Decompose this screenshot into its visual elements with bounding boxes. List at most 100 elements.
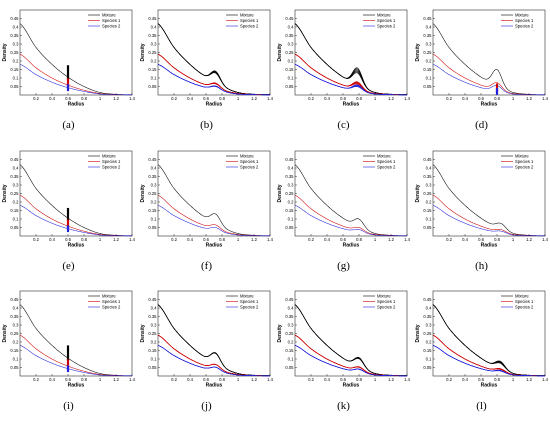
x-axis-title: Radius	[206, 383, 223, 389]
series-line	[432, 334, 546, 377]
series-line	[157, 304, 271, 376]
legend-entry: Mixture	[377, 154, 391, 159]
y-tick-label: 0.35	[423, 33, 432, 38]
y-tick-label: 0.05	[10, 84, 19, 89]
line-chart: 0.05 0.1 0.15 0.2 0.25 0.3 0.35 0.4 0.45 0.2 0.4 0.…	[2, 9, 136, 108]
subfigure-label: (h)	[475, 260, 488, 272]
series-line	[157, 194, 271, 237]
y-tick-label: 0.45	[148, 157, 157, 162]
x-tick-label: 1.2	[526, 377, 532, 382]
x-tick-label: 0.2	[308, 377, 314, 382]
x-tick-label: 0.4	[49, 377, 55, 382]
y-axis-title: Density	[277, 43, 283, 61]
x-tick-label: 0.4	[49, 237, 55, 242]
series-line	[432, 334, 546, 377]
y-tick-label: 0.25	[148, 50, 157, 55]
x-tick-label: 0.4	[324, 377, 330, 382]
x-tick-label: 1.4	[267, 377, 273, 382]
y-tick-label: 0.05	[148, 365, 157, 370]
legend-entry: Species 1	[515, 299, 534, 304]
line-chart: 0.05 0.1 0.15 0.2 0.25 0.3 0.35 0.4 0.45 0.2 0.4 0.…	[277, 290, 411, 389]
series-line	[19, 23, 133, 95]
chart-panel: 0.05 0.1 0.15 0.2 0.25 0.3 0.35 0.4 0.45 0.2 0.4 0.…	[413, 143, 550, 284]
y-tick-label: 0.1	[426, 75, 432, 80]
y-tick-label: 0.45	[285, 16, 294, 21]
series-line	[432, 304, 546, 376]
x-tick-label: 0.2	[308, 96, 314, 101]
series-line	[157, 23, 271, 95]
series-line	[157, 23, 271, 95]
x-tick-label: 1.4	[404, 377, 410, 382]
y-tick-label: 0.1	[426, 356, 432, 361]
x-tick-label: 0.2	[33, 96, 39, 101]
y-axis-title: Density	[2, 43, 8, 61]
y-tick-label: 0.2	[13, 339, 19, 344]
y-tick-label: 0.2	[151, 339, 157, 344]
subfigure-label: (g)	[337, 260, 350, 272]
line-chart: 0.05 0.1 0.15 0.2 0.25 0.3 0.35 0.4 0.45 0.2 0.4 0.…	[415, 9, 549, 108]
legend-entry: Species 2	[102, 165, 121, 170]
x-tick-label: 0.6	[65, 96, 71, 101]
line-chart: 0.05 0.1 0.15 0.2 0.25 0.3 0.35 0.4 0.45 0.2 0.4 0.…	[415, 290, 549, 389]
y-tick-label: 0.4	[288, 305, 294, 310]
series-line	[294, 304, 408, 376]
x-axis-title: Radius	[343, 383, 360, 389]
x-axis-title: Radius	[481, 383, 498, 389]
series-line	[157, 334, 271, 377]
y-tick-label: 0.2	[426, 199, 432, 204]
series-line	[294, 304, 408, 376]
series-line	[432, 304, 546, 376]
x-tick-label: 1.4	[267, 96, 273, 101]
y-tick-label: 0.2	[288, 339, 294, 344]
y-tick-label: 0.2	[288, 58, 294, 63]
x-tick-label: 0.2	[171, 237, 177, 242]
legend-entry: Species 2	[240, 24, 259, 29]
x-tick-label: 1	[99, 96, 102, 101]
x-tick-label: 0.4	[324, 96, 330, 101]
y-tick-label: 0.15	[10, 208, 19, 213]
series-line	[157, 304, 271, 376]
x-tick-label: 1	[237, 237, 240, 242]
legend-entry: Species 2	[102, 305, 121, 310]
chart-panel: 0.05 0.1 0.15 0.2 0.25 0.3 0.35 0.4 0.45 0.2 0.4 0.…	[275, 283, 412, 424]
y-tick-label: 0.15	[423, 348, 432, 353]
chart-panel: 0.05 0.1 0.15 0.2 0.25 0.3 0.35 0.4 0.45 0.2 0.4 0.…	[138, 283, 275, 424]
x-tick-label: 1.4	[267, 237, 273, 242]
legend-entry: Species 1	[240, 18, 259, 23]
subfigure-label: (j)	[201, 400, 212, 412]
x-tick-label: 0.4	[187, 237, 193, 242]
x-tick-label: 1.4	[542, 96, 548, 101]
y-tick-label: 0.05	[148, 225, 157, 230]
x-tick-label: 0.2	[446, 377, 452, 382]
y-tick-label: 0.4	[13, 24, 19, 29]
series-line	[432, 23, 546, 95]
series-line	[19, 304, 133, 376]
series-line	[157, 304, 271, 376]
x-axis-title: Radius	[68, 243, 85, 249]
y-tick-label: 0.3	[151, 322, 157, 327]
x-tick-label: 0.8	[494, 96, 500, 101]
series-line	[157, 345, 270, 377]
series-line	[294, 345, 407, 377]
chart-panel: 0.05 0.1 0.15 0.2 0.25 0.3 0.35 0.4 0.45 0.2 0.4 0.…	[0, 2, 137, 143]
y-tick-label: 0.3	[151, 41, 157, 46]
chart-panel: 0.05 0.1 0.15 0.2 0.25 0.3 0.35 0.4 0.45 0.2 0.4 0.…	[138, 2, 275, 143]
series-line	[157, 205, 270, 237]
series-line	[294, 64, 407, 96]
series-line	[432, 334, 546, 377]
x-tick-label: 1	[512, 237, 515, 242]
series-line	[19, 334, 133, 377]
y-tick-label: 0.25	[285, 191, 294, 196]
y-tick-label: 0.3	[13, 322, 19, 327]
legend-entry: Species 2	[240, 165, 259, 170]
legend-entry: Species 2	[240, 305, 259, 310]
legend-entry: Species 1	[240, 159, 259, 164]
y-tick-label: 0.45	[148, 297, 157, 302]
y-tick-label: 0.2	[426, 58, 432, 63]
y-tick-label: 0.1	[151, 75, 157, 80]
series-line	[294, 64, 407, 96]
series-line	[432, 304, 546, 376]
y-tick-label: 0.15	[10, 348, 19, 353]
series-line	[157, 304, 271, 376]
x-tick-label: 0.4	[187, 96, 193, 101]
